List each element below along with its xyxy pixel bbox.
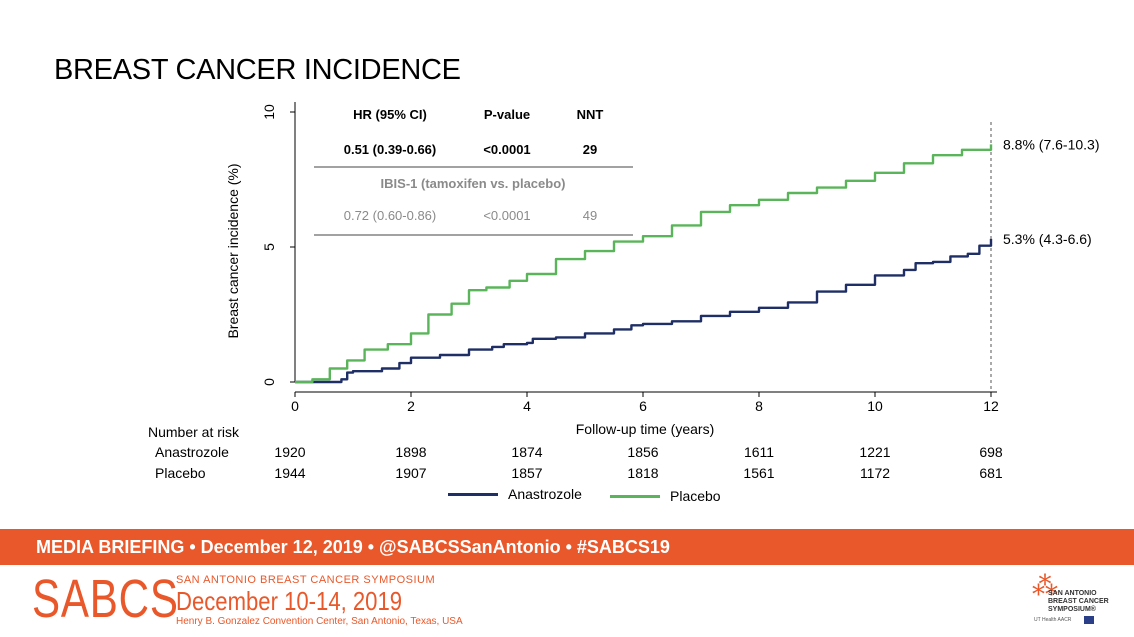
inset-ibis-value-2: 49 — [583, 208, 597, 223]
risk-cell-placebo-8: 1561 — [743, 465, 775, 481]
x-tick-label-10: 10 — [867, 398, 883, 414]
legend-placebo: Placebo — [610, 488, 721, 504]
legend-anastrozole: Anastrozole — [448, 486, 582, 502]
footer — [0, 565, 1134, 637]
slide-title: BREAST CANCER INCIDENCE — [54, 54, 461, 86]
y-tick-label-10: 10 — [261, 104, 277, 120]
y-tick-label-5: 5 — [261, 243, 277, 251]
end-label-anastrozole: 5.3% (4.3-6.6) — [1003, 231, 1092, 247]
x-tick-label-4: 4 — [523, 398, 531, 414]
risk-cell-placebo-0: 1944 — [274, 465, 306, 481]
risk-cell-anastrozole-10: 1221 — [859, 444, 891, 460]
risk-cell-anastrozole-0: 1920 — [274, 444, 306, 460]
risk-cell-placebo-10: 1172 — [859, 465, 891, 481]
x-tick-label-12: 12 — [983, 398, 999, 414]
risk-cell-placebo-6: 1818 — [627, 465, 659, 481]
risk-cell-anastrozole-8: 1611 — [743, 444, 775, 460]
inset-ibis-value-0: 0.72 (0.60-0.86) — [344, 208, 437, 223]
symposium-venue: Henry B. Gonzalez Convention Center, San… — [176, 616, 463, 627]
risk-cell-anastrozole-12: 698 — [979, 444, 1003, 460]
y-axis-title: Breast cancer incidence (%) — [225, 163, 241, 338]
inset-value-0: 0.51 (0.39-0.66) — [344, 142, 437, 157]
sabcs-logo: SABCS — [32, 569, 179, 629]
inset-header-2: NNT — [577, 107, 604, 122]
inset-header-0: HR (95% CI) — [353, 107, 427, 122]
legend-placebo-label: Placebo — [670, 488, 721, 504]
inset-subheading: IBIS-1 (tamoxifen vs. placebo) — [381, 176, 566, 191]
inset-header-1: P-value — [484, 107, 530, 122]
inset-value-2: 29 — [583, 142, 597, 157]
legend-anastrozole-swatch — [448, 492, 498, 496]
inset-value-1: <0.0001 — [483, 142, 530, 157]
x-tick-label-8: 8 — [755, 398, 763, 414]
risk-cell-placebo-12: 681 — [979, 465, 1003, 481]
series-line-anastrozole — [295, 238, 993, 384]
risk-table-label: Number at risk — [148, 424, 240, 440]
partner-logos-text: UT Health AACR — [1034, 617, 1072, 623]
inset-ibis-value-1: <0.0001 — [483, 208, 530, 223]
end-label-placebo: 8.8% (7.6-10.3) — [1003, 136, 1100, 152]
legend-anastrozole-label: Anastrozole — [508, 486, 582, 502]
series-line-placebo — [295, 144, 993, 384]
sabcs-ribbon-logo: ⁂ SAN ANTONIO BREAST CANCER SYMPOSIUM® U… — [1010, 570, 1120, 632]
pink-ribbon-icon: ⁂ — [1032, 572, 1058, 602]
partner-logo-box — [1084, 616, 1094, 624]
risk-row-placebo-label: Placebo — [155, 465, 206, 481]
y-tick-label-0: 0 — [261, 378, 277, 386]
risk-cell-placebo-4: 1857 — [511, 465, 543, 481]
incidence-chart: 0 2 4 6 8 10 12 0 5 10 Breast cancer incidence (%)… — [225, 102, 1100, 437]
x-tick-label-0: 0 — [291, 398, 299, 414]
risk-cell-anastrozole-6: 1856 — [627, 444, 659, 460]
media-briefing-banner: MEDIA BRIEFING • December 12, 2019 • @SA… — [0, 529, 1134, 565]
x-tick-label-6: 6 — [639, 398, 647, 414]
risk-cell-anastrozole-4: 1874 — [511, 444, 543, 460]
symposium-dates: December 10-14, 2019 — [176, 586, 403, 616]
risk-cell-placebo-2: 1907 — [395, 465, 427, 481]
risk-cell-anastrozole-2: 1898 — [395, 444, 427, 460]
legend-placebo-swatch — [610, 494, 660, 498]
symposium-name: SAN ANTONIO BREAST CANCER SYMPOSIUM — [176, 574, 436, 586]
x-axis-title: Follow-up time (years) — [576, 421, 714, 437]
risk-row-anastrozole-label: Anastrozole — [155, 444, 229, 460]
x-tick-label-2: 2 — [407, 398, 415, 414]
right-logo-text: SAN ANTONIO BREAST CANCER SYMPOSIUM® — [1048, 590, 1109, 613]
